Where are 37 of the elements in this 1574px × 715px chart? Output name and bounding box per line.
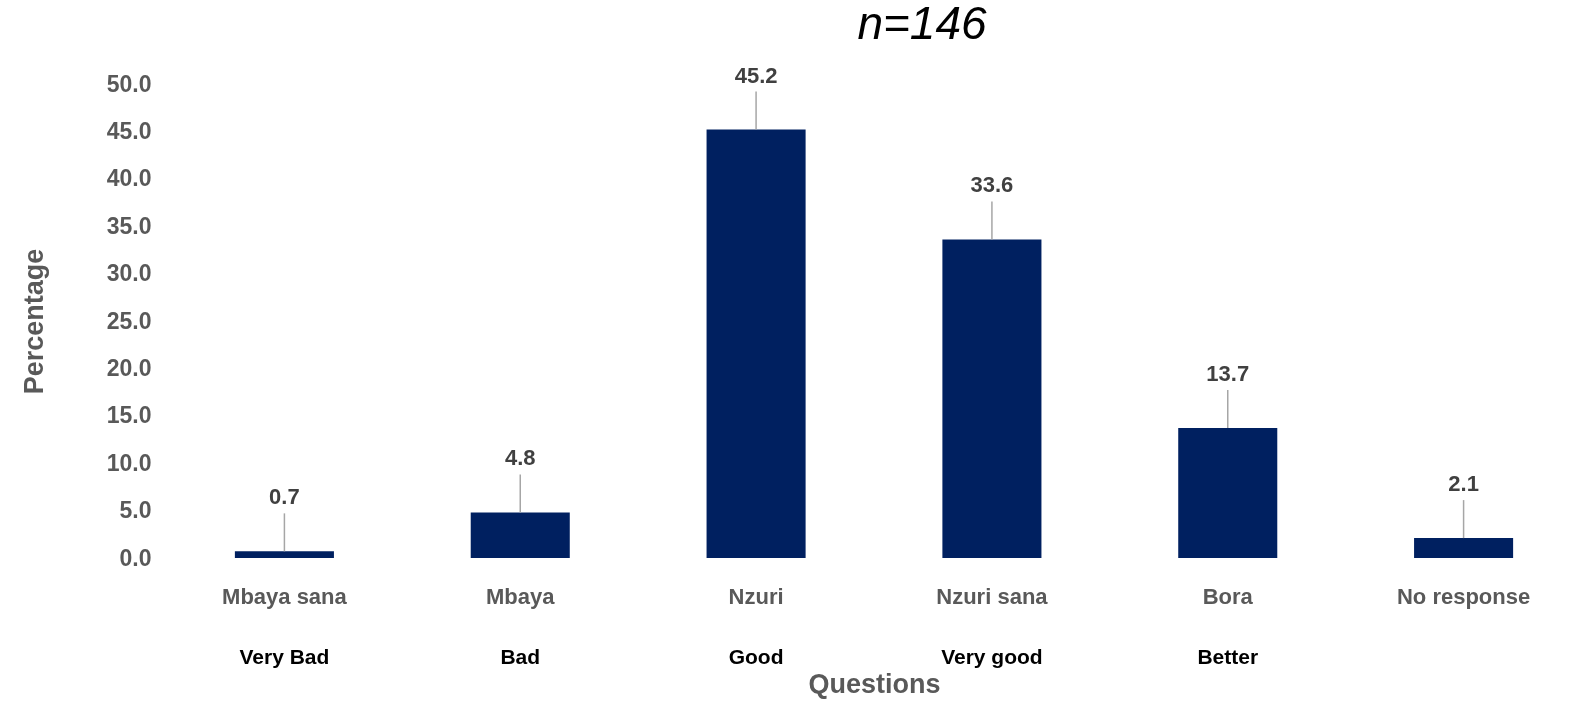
y-tick-label: 20.0 [106, 354, 152, 381]
data-label: 33.6 [970, 172, 1014, 198]
y-axis-title: Percentage [18, 248, 49, 395]
bar [942, 239, 1042, 558]
text: Very Bad [239, 645, 330, 668]
y-tick-label: 15.0 [106, 402, 152, 429]
text: Good [728, 645, 784, 668]
y-tick-label: 5.0 [119, 497, 152, 524]
x-tick-label: Bora [1202, 583, 1254, 609]
text: Very good [941, 645, 1043, 668]
y-tick-label: 25.0 [106, 307, 152, 334]
x-tick-label: No response [1396, 583, 1531, 609]
y-tick-label: 10.0 [106, 449, 152, 476]
y-tick-label: 35.0 [106, 212, 152, 239]
data-label: 0.7 [269, 484, 300, 510]
text: Better [1197, 645, 1259, 668]
y-tick-label: 40.0 [106, 165, 152, 192]
text: Bad [500, 645, 541, 668]
y-tick-label: 30.0 [106, 260, 152, 287]
data-label: 4.8 [504, 445, 536, 471]
data-label: 45.2 [734, 62, 778, 88]
x-axis-title: Questions [808, 668, 941, 699]
bar [1414, 538, 1514, 558]
data-label: 13.7 [1206, 361, 1250, 387]
bar [1178, 428, 1278, 558]
y-tick-label: 0.0 [119, 544, 152, 571]
y-tick-label: 50.0 [106, 70, 152, 97]
bar [234, 551, 334, 558]
bar [706, 129, 806, 558]
y-tick-label: 45.0 [106, 117, 152, 144]
chart-title: n=146 [857, 0, 988, 49]
x-tick-label: Mbaya [486, 583, 556, 609]
data-label: 2.1 [1448, 471, 1479, 497]
bar [470, 512, 570, 558]
x-tick-label: Mbaya sana [222, 583, 348, 609]
x-tick-label: Nzuri [728, 583, 784, 609]
x-tick-label: Nzuri sana [936, 583, 1049, 609]
